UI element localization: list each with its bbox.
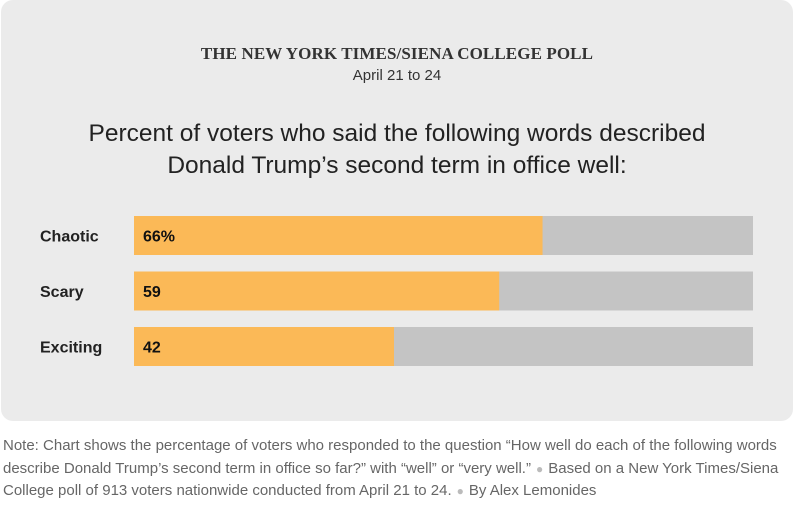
- chart-title: Percent of voters who said the following…: [88, 120, 706, 179]
- separator-dot: ●: [535, 461, 544, 476]
- bar-chart: Chaotic 66% Scary 59 Exciting 42: [40, 216, 753, 366]
- bar-exciting: [134, 327, 394, 366]
- bar-scary: [134, 271, 500, 311]
- chart-note: Note: Chart shows the percentage of vote…: [3, 435, 793, 503]
- separator-dot: ●: [456, 484, 464, 498]
- note-text: Note: Chart shows the percentage of vote…: [3, 437, 777, 477]
- value-label-exciting: 42: [143, 340, 161, 357]
- value-label-scary: 59: [143, 284, 161, 301]
- byline: By Alex Lemonides: [468, 482, 597, 499]
- value-label-chaotic: 66%: [143, 229, 175, 246]
- category-label-chaotic: Chaotic: [40, 229, 99, 246]
- bar-chaotic: [134, 216, 543, 255]
- category-label-exciting: Exciting: [40, 340, 102, 357]
- poll-name: THE NEW YORK TIMES/SIENA COLLEGE POLL: [200, 44, 594, 63]
- source-text: Based on a New York Times/Siena College …: [3, 459, 779, 500]
- category-label-scary: Scary: [40, 284, 84, 301]
- poll-dates: April 21 to 24: [352, 67, 442, 84]
